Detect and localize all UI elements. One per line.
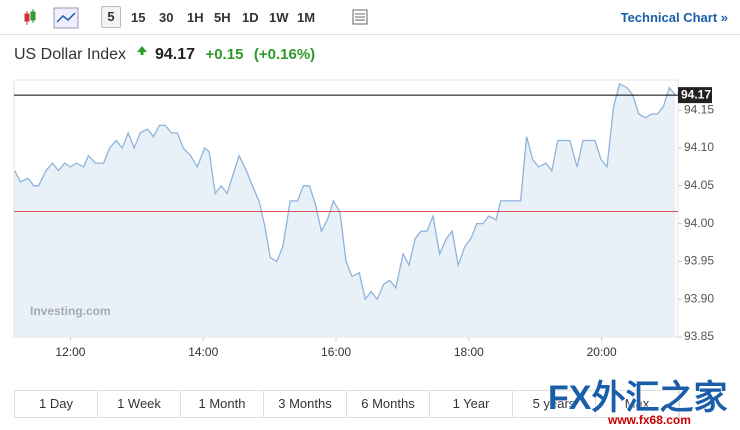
- chart-watermark: Investing.com: [30, 304, 111, 318]
- range-button[interactable]: 1 Day: [15, 391, 98, 417]
- y-tick-label: 94.15: [684, 102, 714, 116]
- chart-type-icons: [24, 7, 79, 29]
- watermark-brand: FX外汇之家: [548, 379, 728, 417]
- price-line: [14, 82, 676, 301]
- instrument-name: US Dollar Index: [14, 46, 127, 63]
- y-tick-label: 94.00: [684, 216, 714, 230]
- y-tick-label: 93.95: [684, 254, 714, 268]
- interval-button[interactable]: 1D: [242, 10, 259, 25]
- price: 94.17: [154, 46, 195, 63]
- range-button[interactable]: 5 years: [513, 391, 596, 417]
- watermark: FX外汇之家 www.fx68.com: [548, 370, 727, 427]
- x-tick-label: 16:00: [321, 345, 351, 359]
- last-price-label: 94.17: [681, 87, 711, 101]
- chart: 93.85 93.90 93.95 94.00 94.05 94.10 94.15 12:00…: [13, 79, 714, 359]
- range-button[interactable]: 6 Months: [347, 391, 430, 417]
- technical-chart-link[interactable]: Technical Chart »: [620, 10, 728, 25]
- interval-button[interactable]: 30: [159, 10, 174, 25]
- x-tick-label: 12:00: [55, 345, 85, 359]
- range-button[interactable]: 3 Months: [264, 391, 347, 417]
- range-button[interactable]: 1 Month: [181, 391, 264, 417]
- x-tick-label: 20:00: [587, 345, 617, 359]
- y-tick-label: 93.90: [684, 291, 714, 305]
- interval-button[interactable]: 5H: [214, 10, 231, 25]
- watermark-url: www.fx68.com: [608, 413, 691, 427]
- y-tick-label: 94.10: [684, 140, 714, 154]
- up-arrow: [136, 46, 147, 55]
- interval-button[interactable]: 5: [101, 6, 121, 28]
- header: US Dollar Index 94.17 +0.15 (+0.16%): [14, 46, 321, 64]
- toolbar: 5 15 30 1H 5H 1D 1W 1M Technical Chart »: [0, 0, 740, 35]
- change-pct: (+0.16%): [253, 46, 316, 63]
- interval-button[interactable]: 1W: [269, 10, 289, 25]
- range-button[interactable]: 1 Week: [98, 391, 181, 417]
- y-tick-label: 93.85: [684, 329, 714, 343]
- last-price-tag: [678, 87, 712, 104]
- x-tick-label: 14:00: [188, 345, 218, 359]
- interval-button[interactable]: 15: [131, 10, 146, 25]
- range-button[interactable]: Max: [596, 391, 679, 417]
- x-tick-label: 18:00: [454, 345, 484, 359]
- range-button[interactable]: 1 Year: [430, 391, 513, 417]
- y-tick-label: 94.05: [684, 178, 714, 192]
- range-bar: 1 Day 1 Week 1 Month 3 Months 6 Months 1 Year…: [14, 390, 680, 418]
- interval-button[interactable]: 1H: [187, 10, 204, 25]
- interval-button[interactable]: 1M: [297, 10, 316, 25]
- change: +0.15: [205, 46, 244, 63]
- table-icon[interactable]: [352, 9, 368, 25]
- area: [14, 83, 676, 337]
